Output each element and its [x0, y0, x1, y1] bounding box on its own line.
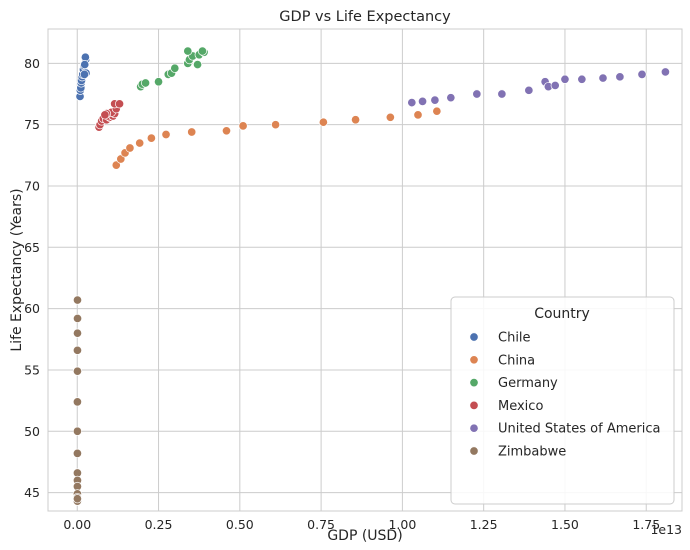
x-axis-offset-label: 1e13	[650, 522, 682, 537]
data-point	[80, 60, 90, 70]
data-point	[271, 120, 281, 130]
y-tick-label: 60	[24, 301, 40, 316]
data-point	[125, 143, 135, 153]
legend-marker	[469, 400, 479, 410]
y-axis-label: Life Expectancy (Years)	[9, 188, 25, 351]
data-point	[524, 85, 534, 95]
data-point	[615, 72, 625, 82]
data-point	[413, 110, 423, 120]
y-axis-ticks: 45 50 55 60 65 70 75 80	[24, 56, 40, 500]
legend-marker	[469, 423, 479, 433]
data-point	[146, 133, 156, 143]
data-point	[197, 46, 207, 56]
data-point	[111, 160, 121, 170]
data-point	[161, 129, 171, 140]
data-point	[351, 115, 361, 125]
y-tick-label: 65	[24, 240, 40, 255]
y-tick-label: 70	[24, 178, 40, 193]
data-point	[72, 397, 82, 407]
x-axis-label: GDP (USD)	[327, 528, 402, 544]
y-tick-label: 75	[24, 117, 40, 132]
x-tick-label: 1.50	[551, 517, 579, 532]
data-point	[407, 98, 417, 108]
x-tick-label: 1.00	[388, 517, 416, 532]
data-point	[116, 154, 126, 164]
legend-entry: United States of America	[498, 422, 660, 437]
data-point	[660, 67, 670, 77]
data-point	[79, 69, 89, 79]
x-tick-label: 0.75	[307, 517, 335, 532]
data-point	[472, 89, 482, 99]
data-point	[72, 345, 83, 355]
data-point	[170, 63, 180, 73]
data-point	[135, 138, 145, 148]
data-point	[193, 60, 203, 70]
data-point	[153, 77, 164, 87]
data-point	[497, 89, 507, 99]
legend-entry: Zimbabwe	[498, 445, 566, 460]
data-point	[238, 121, 248, 131]
data-point	[560, 74, 570, 84]
data-point	[72, 313, 83, 323]
data-point	[637, 69, 647, 79]
legend-box	[450, 296, 675, 505]
legend-marker	[469, 355, 479, 365]
chart-title: GDP vs Life Expectancy	[279, 9, 451, 25]
legend-marker	[469, 378, 479, 388]
data-point	[430, 95, 440, 105]
data-point	[100, 110, 110, 120]
data-point	[140, 78, 151, 88]
data-point	[446, 93, 456, 103]
data-point	[550, 80, 560, 90]
data-points	[72, 46, 670, 506]
legend-entry: Chile	[498, 331, 531, 346]
x-tick-label: 0.50	[226, 517, 254, 532]
data-point	[318, 117, 328, 127]
data-point	[221, 126, 232, 136]
data-point	[72, 448, 82, 458]
y-tick-label: 55	[24, 362, 40, 377]
data-point	[72, 328, 83, 338]
x-tick-label: 1.75	[632, 517, 660, 532]
x-axis-ticks: 0.00 0.25 0.50 0.75 1.00 1.25 1.50 1.75	[63, 517, 660, 532]
data-point	[417, 96, 428, 106]
y-tick-label: 80	[24, 56, 40, 71]
data-point	[114, 99, 125, 109]
data-point	[72, 426, 82, 436]
x-tick-label: 0.25	[145, 517, 173, 532]
data-point	[72, 366, 83, 376]
legend-entry: China	[498, 353, 535, 368]
legend-marker	[469, 446, 479, 456]
x-tick-label: 0.00	[63, 517, 91, 532]
legend-entry: Germany	[498, 376, 558, 391]
legend-title: Country	[534, 306, 590, 322]
legend-entry: Mexico	[498, 399, 543, 414]
data-point	[183, 46, 193, 56]
legend: Country Chile China Germany Mexico United St…	[450, 296, 675, 505]
y-tick-label: 45	[24, 485, 40, 500]
legend-marker	[469, 332, 479, 342]
data-point	[187, 127, 197, 137]
data-point	[385, 112, 395, 122]
x-tick-label: 1.25	[470, 517, 498, 532]
y-tick-label: 50	[24, 424, 40, 439]
data-point	[72, 494, 82, 504]
data-point	[432, 106, 442, 116]
data-point	[598, 73, 608, 83]
data-point	[577, 74, 587, 84]
data-point	[72, 295, 83, 305]
